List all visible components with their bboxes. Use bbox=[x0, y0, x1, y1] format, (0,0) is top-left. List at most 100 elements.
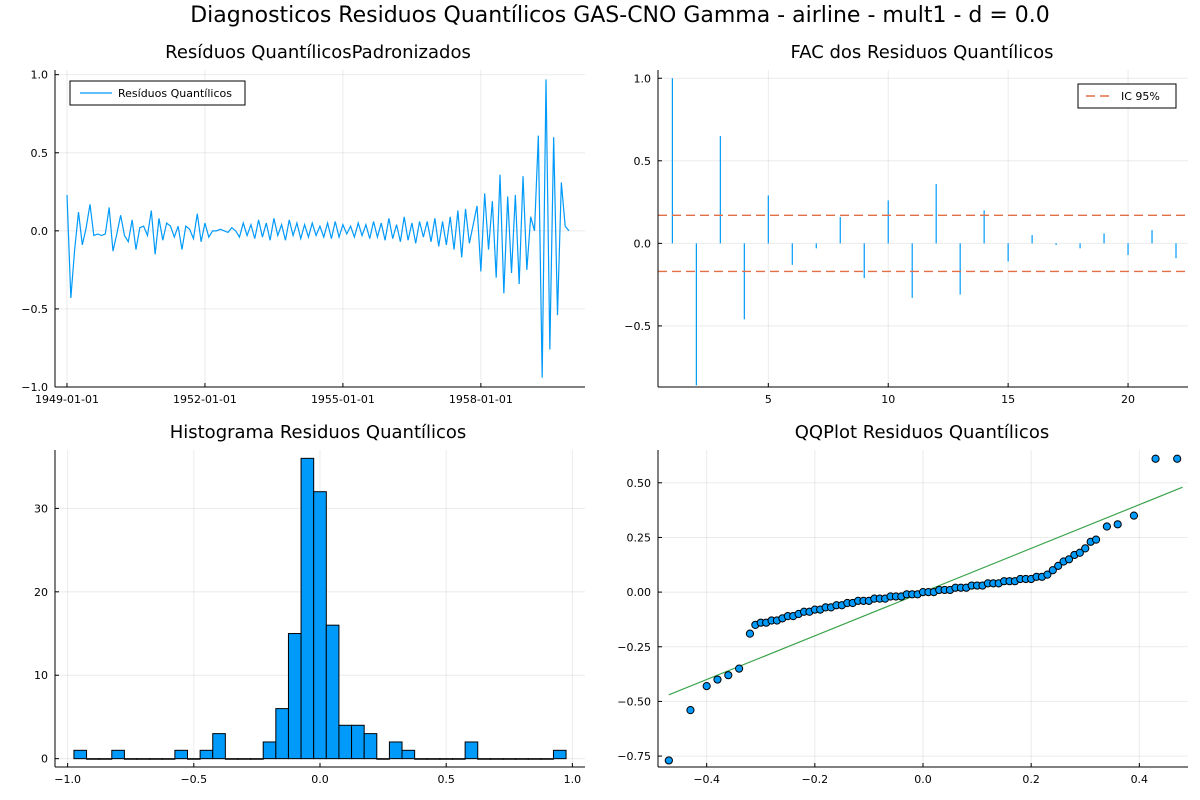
histogram-bar bbox=[439, 758, 454, 760]
x-tick-label: 1955-01-01 bbox=[311, 393, 375, 406]
panel-title: Resíduos QuantílicosPadronizados bbox=[165, 42, 471, 63]
histogram-bar bbox=[212, 733, 226, 760]
panel-title: Histograma Residuos Quantílicos bbox=[170, 422, 467, 443]
legend-label: IC 95% bbox=[1121, 90, 1160, 103]
qqplot-panel: QQPlot Residuos Quantílicos −0.4 −0.2 0.0 0… bbox=[617, 422, 1188, 786]
plot-area bbox=[664, 454, 1183, 765]
histogram-bar bbox=[414, 758, 428, 760]
qq-point bbox=[702, 682, 711, 691]
x-tick-label: 15 bbox=[1001, 393, 1015, 406]
x-tick-label: 1952-01-01 bbox=[173, 393, 237, 406]
y-tick-label: 0.25 bbox=[627, 531, 652, 544]
histogram-bar bbox=[237, 758, 252, 760]
figure-title: Diagnosticos Residuos Quantílicos GAS-CN… bbox=[190, 3, 1050, 28]
histogram-bar bbox=[388, 741, 403, 760]
y-tick-label: −0.50 bbox=[617, 695, 651, 708]
legend-box: Resíduos Quantílicos bbox=[69, 80, 246, 106]
histogram-bar bbox=[540, 758, 554, 760]
qq-point bbox=[745, 629, 755, 638]
tick-labels: 5 10 15 20 −0.5 0.0 0.5 1.0 bbox=[624, 72, 1135, 406]
histogram-bar bbox=[123, 758, 138, 760]
x-tick-label: 5 bbox=[765, 393, 772, 406]
qq-point bbox=[1048, 566, 1057, 575]
y-tick-label: 0 bbox=[41, 753, 48, 766]
y-tick-label: −0.75 bbox=[617, 750, 651, 763]
axes-frame bbox=[657, 450, 1188, 768]
histogram-bar bbox=[224, 758, 239, 760]
histogram-bar bbox=[502, 758, 517, 760]
histogram-bar bbox=[187, 758, 201, 760]
histogram-bar bbox=[338, 724, 353, 760]
histogram-bar bbox=[452, 758, 466, 760]
axes-frame bbox=[54, 70, 585, 388]
x-tick-label: 1958-01-01 bbox=[449, 393, 513, 406]
qq-point bbox=[735, 664, 744, 673]
y-tick-label: 1.0 bbox=[31, 69, 49, 82]
histogram-bar bbox=[161, 758, 176, 760]
qq-point bbox=[1129, 511, 1139, 520]
x-tick-label: −1.0 bbox=[54, 773, 81, 786]
y-tick-label: −0.25 bbox=[617, 641, 651, 654]
residuals-line-panel: Resíduos QuantílicosPadronizados 1949-01… bbox=[21, 42, 585, 406]
y-tick-label: −0.5 bbox=[21, 303, 48, 316]
qq-point bbox=[724, 671, 733, 680]
qq-point bbox=[1075, 548, 1084, 557]
axes-frame bbox=[54, 450, 585, 768]
x-tick-label: 0.4 bbox=[1131, 773, 1149, 786]
axes-frame bbox=[657, 70, 1188, 388]
x-tick-label: 1949-01-01 bbox=[35, 393, 99, 406]
histogram-panel: Histograma Residuos Quantílicos −1.0 −0.5… bbox=[34, 422, 585, 786]
qq-point bbox=[1173, 454, 1182, 463]
histogram-bar bbox=[464, 741, 479, 760]
histogram-bar bbox=[174, 749, 189, 760]
tick-labels: −1.0 −0.5 0.0 0.5 1.0 0 10 20 30 bbox=[34, 502, 581, 786]
histogram-bar bbox=[149, 758, 163, 760]
qq-point bbox=[1151, 454, 1160, 463]
histogram-bar bbox=[401, 749, 416, 760]
plot-area bbox=[73, 457, 567, 760]
histogram-bar bbox=[275, 708, 289, 760]
histogram-bar bbox=[250, 758, 264, 760]
y-tick-label: 30 bbox=[34, 502, 48, 515]
residual-series-line bbox=[66, 79, 570, 378]
x-tick-label: −0.4 bbox=[693, 773, 720, 786]
grid-lines bbox=[55, 70, 585, 388]
qq-point bbox=[1102, 522, 1111, 531]
x-tick-label: 10 bbox=[881, 393, 895, 406]
histogram-bar bbox=[351, 724, 365, 760]
qq-point bbox=[1081, 544, 1090, 553]
grid-lines bbox=[658, 70, 1188, 387]
y-tick-label: 0.0 bbox=[31, 225, 49, 238]
y-tick-label: 0.50 bbox=[627, 477, 652, 490]
qq-point bbox=[1064, 555, 1074, 564]
histogram-bar bbox=[552, 749, 567, 760]
qq-point bbox=[686, 706, 695, 715]
y-tick-label: 0.5 bbox=[634, 155, 652, 168]
tick-labels: 1949-01-01 1952-01-01 1955-01-01 1958-01-01… bbox=[21, 69, 513, 406]
histogram-bar bbox=[136, 758, 151, 760]
plot-area bbox=[658, 78, 1188, 386]
panel-title: QQPlot Residuos Quantílicos bbox=[795, 422, 1049, 443]
y-tick-label: 1.0 bbox=[634, 72, 652, 85]
histogram-bar bbox=[477, 758, 491, 760]
panel-title: FAC dos Residuos Quantílicos bbox=[791, 42, 1054, 63]
x-tick-label: −0.2 bbox=[801, 773, 828, 786]
qq-point bbox=[1113, 520, 1122, 529]
histogram-bar bbox=[325, 624, 340, 760]
y-tick-label: −1.0 bbox=[21, 381, 48, 394]
histogram-bar bbox=[515, 758, 529, 760]
x-tick-label: 0.0 bbox=[311, 773, 329, 786]
qq-point bbox=[664, 756, 673, 765]
histogram-bar bbox=[300, 457, 315, 760]
plot-area bbox=[66, 79, 570, 378]
acf-panel: FAC dos Residuos Quantílicos 5 10 15 20 −0.5… bbox=[624, 42, 1188, 406]
histogram-bar bbox=[111, 749, 125, 760]
x-tick-label: 0.5 bbox=[437, 773, 455, 786]
histogram-bar bbox=[489, 758, 504, 760]
x-tick-label: 1.0 bbox=[564, 773, 582, 786]
x-tick-label: 0.0 bbox=[914, 773, 932, 786]
qq-point bbox=[713, 675, 722, 684]
histogram-bar bbox=[376, 758, 390, 760]
histogram-bar bbox=[73, 749, 88, 760]
